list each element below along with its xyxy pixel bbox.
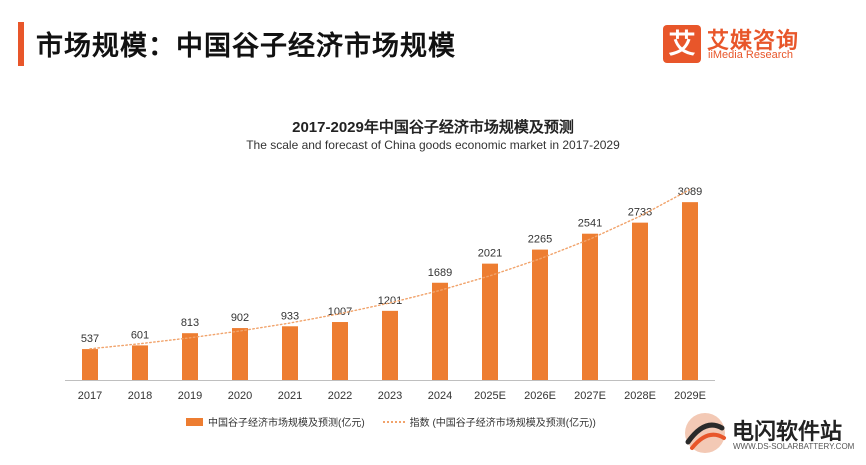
header-accent-bar: [18, 22, 24, 66]
data-label-2027E: 2541: [578, 218, 602, 230]
legend-bar-swatch: [186, 417, 203, 426]
bar-2020: [232, 328, 248, 380]
page-title: 市场规模：中国谷子经济市场规模: [36, 31, 456, 61]
x-tick-label-2021: 2021: [278, 390, 302, 402]
bar-2028E: [632, 222, 648, 380]
chart-legend: 中国谷子经济市场规模及预测(亿元) 指数 (中国谷子经济市场规模及预测(亿元)): [186, 414, 596, 429]
data-label-2029E: 3089: [678, 186, 702, 198]
bar-2023: [382, 310, 398, 380]
logo-mark: 艾: [663, 25, 701, 63]
x-tick-label-2019: 2019: [178, 390, 202, 402]
chart-title: 2017-2029年中国谷子经济市场规模及预测: [292, 119, 574, 136]
bar-2029E: [682, 202, 698, 380]
data-label-2021: 933: [281, 310, 299, 322]
x-tick-label-2027E: 2027E: [574, 390, 606, 402]
data-label-2017: 537: [81, 333, 99, 345]
data-label-2024: 1689: [428, 267, 452, 279]
x-tick-label-2020: 2020: [228, 390, 252, 402]
watermark: 电闪软件站 WWW.DS-SOLARBATTERY.COM: [682, 408, 862, 460]
legend-line-swatch: [382, 420, 405, 423]
data-label-2028E: 2733: [628, 207, 652, 219]
bar-2022: [332, 322, 348, 380]
x-tick-label-2024: 2024: [428, 390, 452, 402]
logo-name-en: iiMedia Research: [708, 49, 793, 61]
bar-2017: [82, 349, 98, 380]
watermark-logo-icon: [685, 413, 726, 453]
data-label-2025E: 2021: [478, 248, 502, 260]
legend-bar-label: 中国谷子经济市场规模及预测(亿元): [208, 418, 365, 429]
data-label-2018: 601: [131, 329, 149, 341]
bar-2018: [132, 345, 148, 380]
logo-name-cn: 艾媒咨询: [707, 28, 800, 53]
data-label-2022: 1007: [328, 306, 352, 318]
x-tick-label-2017: 2017: [78, 390, 102, 402]
bar-2021: [282, 326, 298, 380]
bar-2027E: [582, 233, 598, 380]
watermark-name-en: WWW.DS-SOLARBATTERY.COM: [733, 442, 855, 451]
x-tick-label-2023: 2023: [378, 390, 402, 402]
bar-2024: [432, 282, 448, 380]
watermark-name-cn: 电闪软件站: [732, 419, 843, 444]
data-label-2020: 902: [231, 312, 249, 324]
chart-subtitle: The scale and forecast of China goods ec…: [246, 138, 620, 152]
iimedia-logo: 艾 艾媒咨询 iiMedia Research: [663, 25, 853, 65]
data-label-2026E: 2265: [528, 234, 552, 246]
data-label-2019: 813: [181, 317, 199, 329]
trendline: [89, 188, 691, 350]
legend-line-label: 指数 (中国谷子经济市场规模及预测(亿元)): [409, 418, 596, 429]
bar-2019: [182, 333, 198, 380]
x-tick-label-2022: 2022: [328, 390, 352, 402]
bar-2025E: [482, 263, 498, 380]
x-tick-label-2028E: 2028E: [624, 390, 656, 402]
x-tick-label-2025E: 2025E: [474, 390, 506, 402]
x-tick-label-2029E: 2029E: [674, 390, 706, 402]
bar-2026E: [532, 249, 548, 380]
x-tick-label-2026E: 2026E: [524, 390, 556, 402]
x-tick-label-2018: 2018: [128, 390, 152, 402]
